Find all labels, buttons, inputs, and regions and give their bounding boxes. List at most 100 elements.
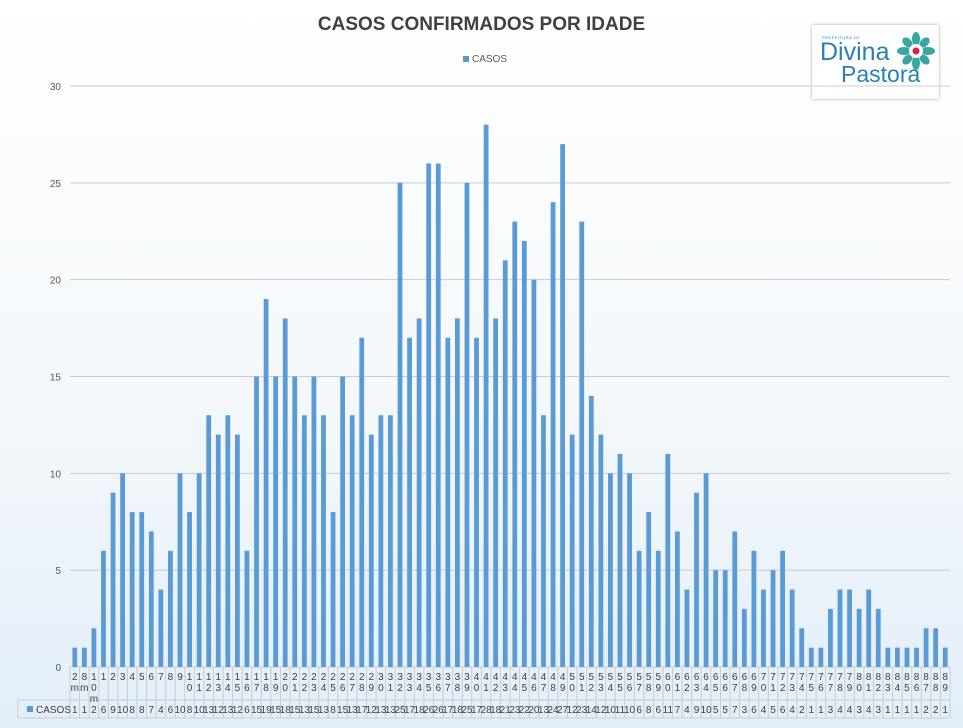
legend: CASOS [463,54,507,65]
x-tick-label: 1 [101,672,107,683]
table-legend-key [27,706,33,712]
bar [703,473,709,667]
table-value: 9 [694,705,700,716]
bar [407,337,412,667]
table-value: 4 [761,705,767,716]
bar [282,318,288,667]
logo-word-pastora: Pastora [841,61,921,87]
table-value: 17 [404,705,416,716]
bar [741,608,747,667]
table-value: 4 [866,705,872,716]
table-value: 6 [101,705,107,716]
table-value: 28 [481,705,493,716]
table-value: 6 [168,705,174,716]
bar [914,647,919,667]
chart-title: CASOS CONFIRMADOS POR IDADE [317,14,646,35]
bar [435,163,441,667]
bar [627,473,632,667]
y-tick-label: 10 [50,469,62,480]
table-value: 1 [809,705,815,716]
bar [837,589,843,667]
table-value: 26 [433,705,445,716]
table-value: 11 [663,705,674,716]
table-value: 6 [655,705,661,716]
y-tick-label: 30 [50,82,62,93]
table-value: 1 [895,705,901,716]
table-value: 22 [519,705,531,716]
table-value: 4 [837,705,843,716]
bar [904,647,910,667]
bar [368,434,374,667]
bar [120,473,125,667]
table-value: 2 [91,705,97,716]
table-value: 8 [646,705,652,716]
x-tick-label: 9 [177,672,183,683]
table-value: 17 [442,705,454,716]
table-value: 1 [818,705,824,716]
table-value: 10 [701,705,713,716]
bar [866,589,872,667]
x-tick-label: 2 [110,672,116,683]
bar [483,124,489,667]
bar [847,589,852,667]
flower-emblem-icon [897,32,935,70]
table-value: 11 [615,705,626,716]
table-value: 10 [174,705,186,716]
bar [464,182,470,668]
table-value: 6 [636,705,642,716]
bar [349,415,355,667]
bar [225,415,231,667]
table-value: 26 [423,705,435,716]
table-value: 10 [605,705,617,716]
table-value: 13 [203,705,215,716]
bar [101,550,106,667]
bar [187,512,192,667]
bar [933,628,939,667]
bar [340,376,345,667]
y-tick-label: 15 [50,373,62,384]
bar [608,473,613,667]
table-value: 1 [914,705,920,716]
bar [244,550,250,667]
table-value: 7 [732,705,738,716]
legend-label: CASOS [472,54,508,65]
table-value: 18 [490,705,502,716]
table-value: 10 [117,705,129,716]
table-value: 3 [856,705,862,716]
table-value: 6 [780,705,786,716]
table-value: 24 [547,705,559,716]
bar [665,453,671,667]
bar [378,415,384,667]
table-value: 2 [923,705,929,716]
table-value: 8 [330,705,336,716]
table-value: 8 [187,705,193,716]
y-tick-label: 20 [50,276,62,287]
